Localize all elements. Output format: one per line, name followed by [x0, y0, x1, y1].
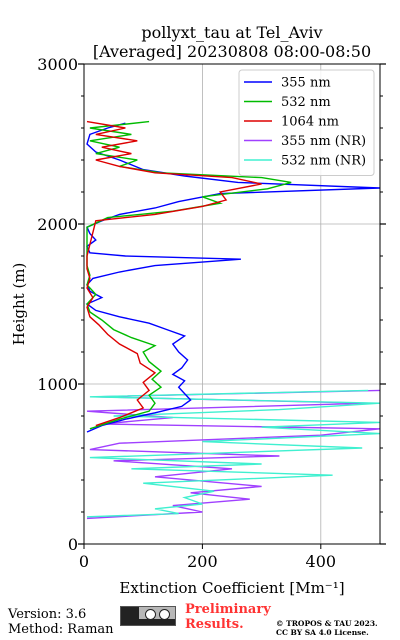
legend-box	[238, 69, 375, 176]
cc-license-icon	[120, 606, 176, 626]
preliminary-results-note: Preliminary Results.	[185, 602, 271, 632]
y-tick-label: 2000	[37, 215, 78, 234]
chart-title: pollyxt_tau at Tel_Aviv	[141, 23, 322, 42]
y-tick-label: 3000	[37, 55, 78, 74]
x-tick-label: 200	[187, 552, 218, 571]
method-text: Method: Raman	[8, 622, 114, 637]
copyright-note: © TROPOS & TAU 2023. CC BY SA 4.0 Licens…	[276, 619, 378, 637]
plot-frame	[83, 63, 381, 545]
series-line-1	[86, 120, 292, 430]
y-tick-label: 1000	[37, 375, 78, 394]
legend-label: 532 nm	[281, 95, 331, 110]
legend-label: 532 nm (NR)	[281, 154, 366, 169]
preliminary-line-1: Preliminary	[185, 602, 271, 617]
plot-area	[85, 120, 380, 520]
series-line-4	[86, 389, 380, 518]
y-axis-label: Height (m)	[10, 263, 28, 346]
x-tick-label: 0	[79, 552, 89, 571]
axis-ticks: 0 200 400 0 1000 2000 3000	[37, 55, 386, 571]
legend: 355 nm 532 nm 1064 nm 355 nm (NR) 532 nm (NR…	[238, 69, 375, 176]
series-line-2	[86, 120, 262, 427]
y-tick-label: 0	[68, 535, 78, 554]
series-line-0	[85, 122, 380, 433]
version-text: Version: 3.6	[8, 607, 87, 622]
legend-label: 1064 nm	[281, 115, 339, 130]
legend-label: 355 nm (NR)	[281, 134, 366, 149]
chart-subtitle: [Averaged] 20230808 08:00-08:50	[93, 42, 371, 61]
legend-label: 355 nm	[281, 76, 331, 91]
x-axis-label: Extinction Coefficient [Mm⁻¹]	[119, 579, 344, 597]
copyright-line-1: © TROPOS & TAU 2023.	[276, 619, 378, 628]
copyright-line-2: CC BY SA 4.0 License.	[276, 628, 369, 637]
series-line-3	[86, 389, 380, 520]
chart: pollyxt_tau at Tel_Aviv [Averaged] 20230…	[10, 23, 386, 597]
x-tick-label: 400	[306, 552, 337, 571]
preliminary-line-2: Results.	[185, 617, 244, 632]
